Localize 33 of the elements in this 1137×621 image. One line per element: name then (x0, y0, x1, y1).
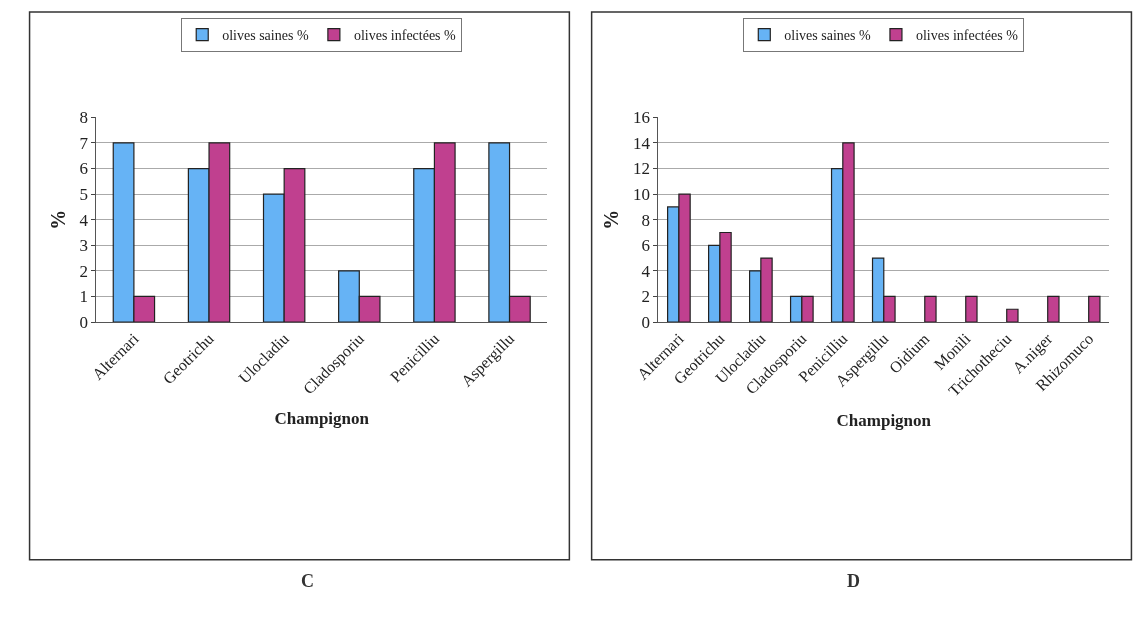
bar (1047, 295, 1060, 323)
y-tick-label: 12 (633, 159, 651, 179)
legend-label: olives infectées % (353, 28, 457, 44)
legend-label: olives infectées % (915, 28, 1019, 44)
bar (1006, 308, 1019, 323)
text: D (847, 571, 860, 591)
y-tick-label: 4 (79, 210, 89, 230)
y-tick-label: 5 (79, 185, 88, 205)
y-tick-label: 14 (633, 133, 651, 153)
y-tick-label: 1 (79, 287, 88, 307)
bar (924, 295, 937, 323)
y-tick-label: 6 (79, 159, 88, 179)
y-tick-label: 4 (641, 261, 651, 281)
y-tick-label: 7 (79, 133, 89, 153)
text: C (301, 571, 314, 591)
x-axis-title: Champignon (274, 409, 370, 429)
y-axis-title: % (46, 209, 69, 230)
y-tick-label: 10 (633, 185, 651, 205)
y-tick-label: 0 (79, 312, 88, 332)
y-tick-label: 2 (79, 261, 88, 281)
y-tick-label: 0 (641, 312, 651, 332)
x-axis-title: Champignon (836, 410, 932, 430)
y-tick-label: 8 (79, 108, 88, 128)
legend-label: olives saines % (784, 28, 871, 44)
bar (965, 295, 978, 323)
y-tick-label: 3 (79, 236, 88, 256)
legend-label: olives saines % (222, 28, 309, 44)
y-tick-label: 8 (641, 210, 651, 230)
y-axis-title: % (600, 209, 623, 230)
bar (1088, 295, 1101, 323)
y-tick-label: 16 (633, 108, 651, 128)
y-tick-label: 6 (641, 236, 651, 256)
y-tick-label: 2 (641, 287, 651, 307)
